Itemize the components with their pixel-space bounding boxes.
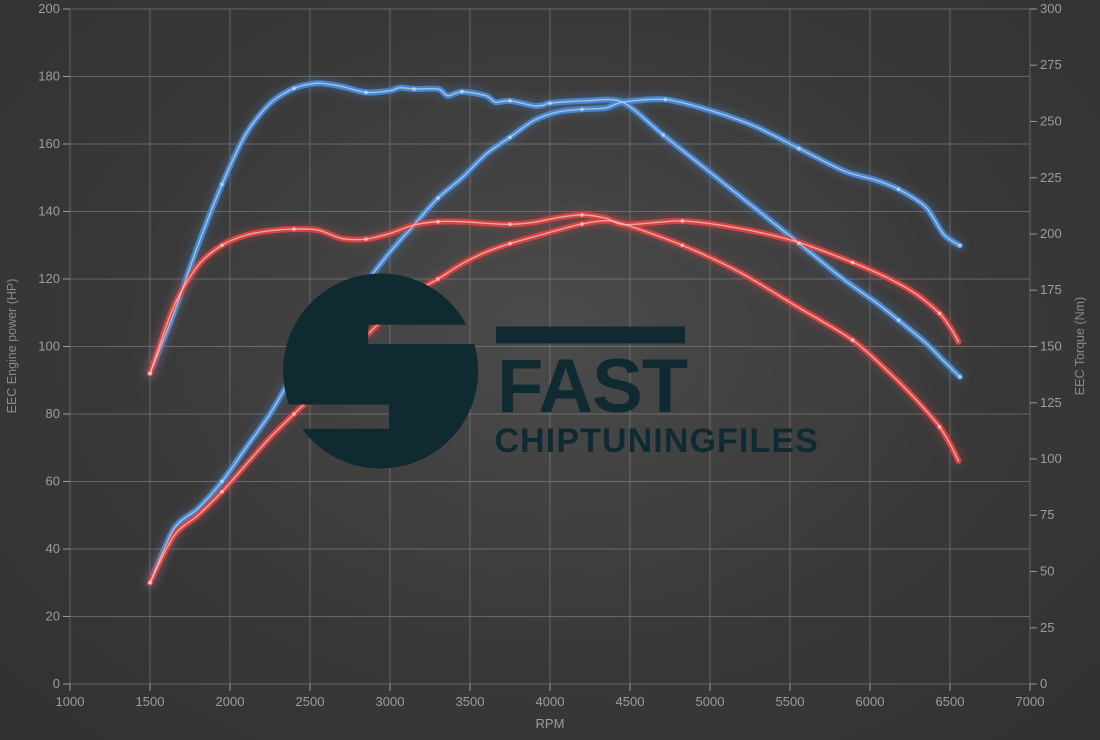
svg-text:3500: 3500 (456, 694, 485, 709)
svg-text:25: 25 (1040, 620, 1054, 635)
svg-text:50: 50 (1040, 564, 1054, 579)
svg-text:5500: 5500 (776, 694, 805, 709)
svg-text:20: 20 (46, 609, 60, 624)
svg-text:FAST: FAST (497, 344, 688, 429)
svg-text:4000: 4000 (536, 694, 565, 709)
svg-text:160: 160 (38, 136, 60, 151)
svg-text:1500: 1500 (136, 694, 165, 709)
svg-text:250: 250 (1040, 114, 1062, 129)
svg-text:1000: 1000 (56, 694, 85, 709)
svg-text:40: 40 (46, 541, 60, 556)
svg-text:175: 175 (1040, 282, 1062, 297)
svg-text:7000: 7000 (1016, 694, 1045, 709)
svg-text:60: 60 (46, 474, 60, 489)
svg-text:0: 0 (1040, 676, 1047, 691)
svg-text:2500: 2500 (296, 694, 325, 709)
svg-text:6500: 6500 (936, 694, 965, 709)
svg-text:125: 125 (1040, 395, 1062, 410)
svg-text:5000: 5000 (696, 694, 725, 709)
svg-text:225: 225 (1040, 170, 1062, 185)
svg-text:3000: 3000 (376, 694, 405, 709)
svg-text:180: 180 (38, 69, 60, 84)
svg-text:120: 120 (38, 271, 60, 286)
svg-text:300: 300 (1040, 1, 1062, 16)
svg-text:80: 80 (46, 406, 60, 421)
svg-text:200: 200 (1040, 226, 1062, 241)
svg-text:150: 150 (1040, 339, 1062, 354)
svg-text:CHIPTUNINGFILES: CHIPTUNINGFILES (495, 422, 819, 460)
svg-text:EEC Torque (Nm): EEC Torque (Nm) (1073, 297, 1087, 395)
svg-text:RPM: RPM (536, 716, 565, 731)
svg-text:0: 0 (53, 676, 60, 691)
svg-text:140: 140 (38, 204, 60, 219)
svg-text:EEC Engine power (HP): EEC Engine power (HP) (5, 279, 19, 414)
svg-text:2000: 2000 (216, 694, 245, 709)
svg-text:75: 75 (1040, 507, 1054, 522)
svg-text:4500: 4500 (616, 694, 645, 709)
svg-text:100: 100 (38, 339, 60, 354)
svg-text:6000: 6000 (856, 694, 885, 709)
svg-text:275: 275 (1040, 57, 1062, 72)
svg-text:100: 100 (1040, 451, 1062, 466)
svg-text:200: 200 (38, 1, 60, 16)
